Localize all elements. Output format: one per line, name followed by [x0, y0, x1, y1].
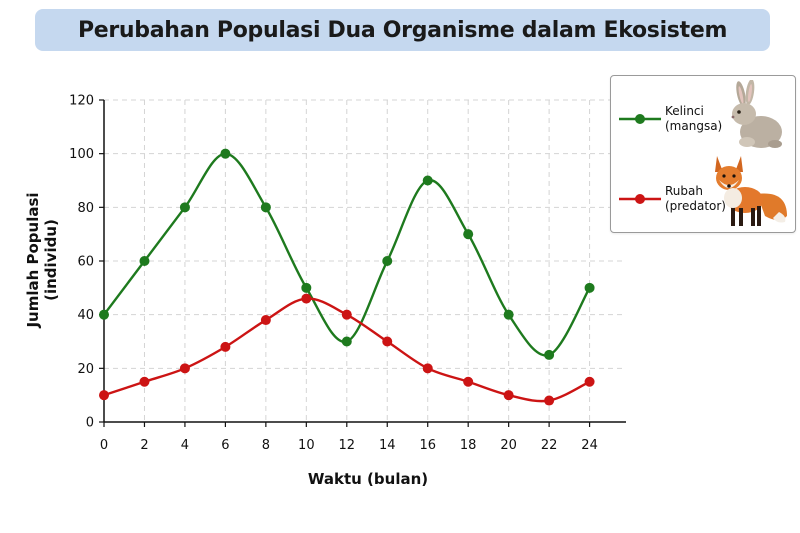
data-point-kelinci [503, 309, 514, 320]
data-point-kelinci [301, 282, 312, 293]
data-point-rubah [220, 341, 231, 352]
fox-icon [715, 156, 787, 226]
data-point-kelinci [544, 349, 555, 360]
x-tick-label: 8 [262, 438, 270, 453]
data-point-kelinci [463, 229, 474, 240]
legend-label-kelinci: Kelinci [665, 104, 704, 118]
title-banner: Perubahan Populasi Dua Organisme dalam E… [35, 9, 770, 51]
x-tick-label: 6 [221, 438, 229, 453]
data-point-rubah [179, 363, 190, 374]
y-tick-label: 40 [77, 308, 94, 323]
data-point-rubah [301, 293, 312, 304]
x-tick-label: 4 [181, 438, 189, 453]
data-point-kelinci [260, 202, 271, 213]
data-point-rubah [463, 376, 474, 387]
x-tick-label: 10 [298, 438, 315, 453]
series-lines [99, 148, 595, 406]
y-tick-label: 60 [77, 255, 94, 270]
data-point-kelinci [139, 256, 150, 266]
x-tick-label: 0 [100, 438, 108, 453]
data-point-kelinci [99, 309, 109, 320]
x-axis-title: Waktu (bulan) [308, 470, 428, 488]
legend-sublabel-rubah: (predator) [665, 199, 726, 213]
legend-item-rubah: Rubah (predator) [619, 184, 729, 214]
x-tick-label: 18 [460, 438, 477, 453]
legend-item-kelinci: Kelinci (mangsa) [619, 104, 729, 134]
data-point-rubah [139, 376, 150, 387]
data-point-rubah [503, 390, 514, 401]
y-tick-label: 120 [69, 94, 94, 109]
axes [99, 99, 626, 427]
legend: Kelinci (mangsa) Rubah (predator) [610, 75, 796, 233]
y-tick-label: 80 [77, 201, 94, 216]
data-point-rubah [422, 363, 433, 374]
data-point-kelinci [179, 202, 190, 213]
data-point-kelinci [341, 336, 352, 347]
x-tick-label: 24 [581, 438, 598, 453]
chart-title: Perubahan Populasi Dua Organisme dalam E… [77, 17, 728, 43]
y-tick-label: 0 [86, 416, 94, 431]
data-point-rubah [260, 315, 271, 326]
x-tick-label: 2 [140, 438, 148, 453]
x-tick-label: 16 [419, 438, 436, 453]
data-point-kelinci [584, 282, 595, 293]
grid [104, 99, 626, 422]
data-point-kelinci [422, 175, 433, 186]
data-point-kelinci [382, 256, 393, 266]
y-tick-label: 20 [77, 362, 94, 377]
y-tick-label: 100 [69, 147, 94, 162]
data-point-rubah [341, 309, 352, 320]
legend-label-rubah: Rubah [665, 184, 703, 198]
data-point-rubah [99, 390, 109, 401]
data-point-rubah [584, 376, 595, 387]
legend-swatch-rubah [619, 194, 661, 204]
data-point-rubah [544, 395, 555, 406]
data-point-kelinci [220, 148, 231, 159]
legend-swatch-kelinci [619, 114, 661, 124]
x-tick-label: 14 [379, 438, 396, 453]
x-tick-label: 12 [339, 438, 356, 453]
legend-sublabel-kelinci: (mangsa) [665, 119, 723, 133]
y-axis-title-line2: (individu) [42, 219, 60, 301]
x-tick-label: 22 [541, 438, 558, 453]
data-point-rubah [382, 336, 393, 347]
y-axis-title-line1: Jumlah Populasi [24, 192, 42, 328]
x-tick-label: 20 [500, 438, 517, 453]
rabbit-icon [731, 80, 782, 148]
